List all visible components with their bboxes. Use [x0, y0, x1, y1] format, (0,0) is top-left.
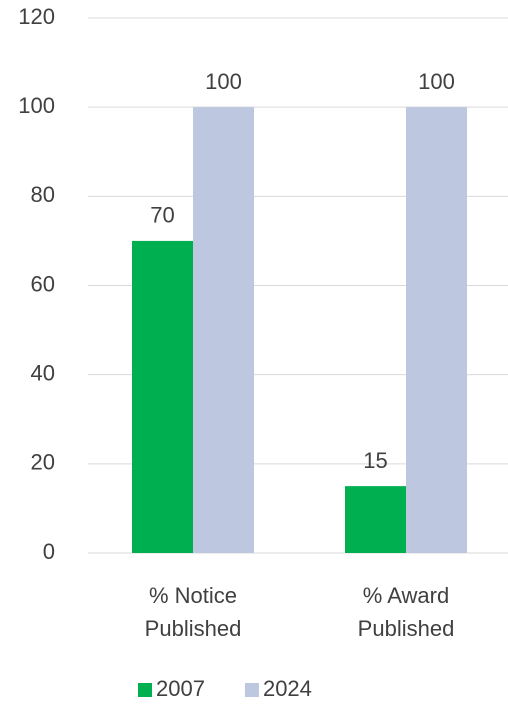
legend-swatch: [138, 683, 152, 697]
x-tick-label: % Notice Published: [145, 583, 242, 641]
data-label: 100: [418, 69, 455, 94]
bar: [132, 240, 193, 553]
y-tick-label: 20: [31, 450, 55, 475]
y-tick-label: 120: [18, 4, 55, 29]
bar: [345, 486, 406, 553]
y-tick-label: 40: [31, 360, 55, 385]
bar: [193, 107, 254, 554]
y-tick-label: 60: [31, 271, 55, 296]
data-label: 15: [363, 448, 387, 473]
legend-swatch: [244, 683, 259, 697]
data-label: 70: [150, 203, 174, 228]
legend-label: 2007: [156, 676, 205, 701]
legend-label: 2024: [263, 676, 312, 701]
bar: [406, 107, 467, 554]
y-tick-label: 100: [18, 93, 55, 118]
y-tick-label: 0: [43, 539, 55, 564]
y-tick-label: 80: [31, 182, 55, 207]
x-tick-label: % Award Published: [358, 583, 455, 641]
data-label: 100: [205, 69, 242, 94]
